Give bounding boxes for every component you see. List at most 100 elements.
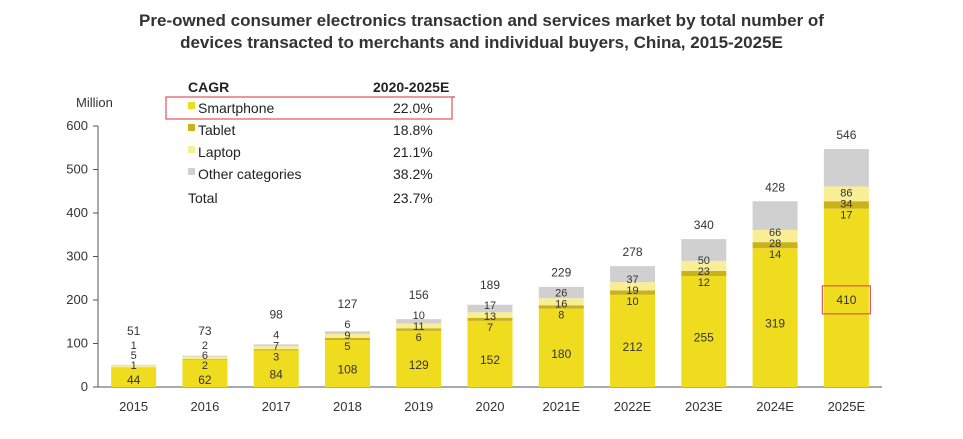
x-tick-label: 2016 [190,399,219,414]
bar-segment-other-categories-2019 [396,319,442,324]
y-tick-label: 100 [66,336,88,351]
bar-segment-laptop-2025e [823,186,869,202]
data-label-laptop: 7 [273,340,279,352]
bar-segment-tablet-2024e [752,242,798,249]
data-label-tablet: 14 [769,249,781,261]
bar-segment-smartphone-2017 [253,350,299,387]
legend-swatch-laptop [188,146,195,153]
bar-segment-tablet-2016 [182,359,228,361]
legend-label-laptop: Laptop [198,144,241,160]
highlight-box-2025e [821,285,871,315]
legend-label-other: Other categories [198,166,302,182]
bar-segment-laptop-2017 [253,346,299,350]
data-label-tablet: 2 [202,360,208,372]
bar-segment-laptop-2022e [610,282,656,291]
data-label-total: 98 [270,307,284,321]
data-label-laptop: 5 [131,350,137,362]
data-label-total: 127 [337,297,357,311]
data-label-tablet: 7 [487,322,493,334]
bar-segment-other-categories-2016 [182,355,228,357]
legend-swatch-tablet [188,124,195,131]
legend-total-cagr: 23.7% [393,190,433,206]
legend-cagr-smartphone: 22.0% [393,100,433,116]
data-label-laptop: 19 [626,285,638,297]
data-label-other: 66 [769,227,781,239]
bars: 4415151622627384374981085961271296111015… [111,128,871,387]
data-label-laptop: 34 [840,199,852,211]
legend-cagr-other: 38.2% [393,166,433,182]
x-tick-label: 2024E [756,399,794,414]
data-label-laptop: 6 [202,350,208,362]
data-label-other-categories: 1 [131,340,137,352]
bar-segment-tablet-2025e [823,201,869,209]
data-label-other: 50 [698,255,710,267]
data-label-other-categories: 2 [202,340,208,352]
data-label-other: 26 [555,288,567,300]
x-tick-label: 2023E [685,399,723,414]
y-tick-label: 400 [66,205,88,220]
data-label-laptop: 9 [344,330,350,342]
data-label-tablet: 17 [840,210,852,222]
data-label-total: 546 [836,128,856,142]
legend-highlight-box [165,96,453,120]
data-label-tablet: 6 [416,332,422,344]
legend-label-smartphone: Smartphone [198,100,274,116]
bar-segment-smartphone-2015 [111,367,157,387]
data-label-other: 17 [484,300,496,312]
bar-segment-laptop-2019 [396,323,442,329]
data-label-tablet: 8 [558,310,564,322]
x-tick-label: 2015 [119,399,148,414]
chart-title: Pre-owned consumer electronics transacti… [0,10,963,54]
data-label-smartphone: 62 [198,373,212,387]
data-label-laptop: 28 [769,238,781,250]
data-label-smartphone: 129 [409,358,429,372]
bar-segment-tablet-2017 [253,349,299,351]
chart-title-line-2: devices transacted to merchants and indi… [180,33,783,52]
data-label-other: 4 [273,329,279,341]
bar-segment-smartphone-2021e [538,308,584,387]
data-label-smartphone: 180 [551,347,571,361]
bar-segment-laptop-2016 [182,356,228,360]
bar-segment-smartphone-2024e [752,248,798,387]
bar-segment-other-categories-2024e [752,201,798,230]
y-tick-label: 600 [66,118,88,133]
bar-segment-smartphone-2020 [467,320,513,387]
data-label-total: 278 [623,245,643,259]
data-label-smartphone: 319 [765,317,785,331]
x-tick-label: 2025E [828,399,866,414]
x-tick-label: 2018 [333,399,362,414]
axes: 0 100 200 300 400 500 600 2015 2016 2017 2018 2019 2… [66,118,882,414]
bar-segment-smartphone-2016 [182,360,228,387]
bar-segment-other-categories-2022e [610,266,656,283]
data-label-smartphone: 212 [623,340,643,354]
bar-segment-other-categories-2017 [253,344,299,347]
bar-segment-smartphone-2019 [396,330,442,387]
data-label-total: 51 [127,324,141,338]
x-tick-label: 2017 [262,399,291,414]
bar-segment-laptop-2023e [681,260,727,271]
legend-swatch-smartphone [188,102,195,109]
chart-title-line-1: Pre-owned consumer electronics transacti… [139,11,824,30]
legend: CAGR 2020-2025E Smartphone 22.0% Tablet … [165,79,455,206]
legend-header-period: 2020-2025E [373,79,449,95]
bar-segment-smartphone-2023e [681,276,727,387]
data-label-other: 86 [840,188,852,200]
bar-segment-tablet-2023e [681,270,727,277]
data-label-smartphone: 410 [836,293,856,307]
data-label-tablet: 12 [698,277,710,289]
y-tick-label: 0 [81,379,88,394]
data-label-smartphone: 84 [270,368,284,382]
bar-segment-tablet-2018 [324,337,370,341]
legend-cagr-laptop: 21.1% [393,144,433,160]
bar-segment-laptop-2015 [111,365,157,368]
data-label-smartphone: 152 [480,353,500,367]
data-label-total: 428 [765,180,785,194]
bar-segment-other-categories-2023e [681,239,727,261]
y-tick-label: 500 [66,162,88,177]
bar-segment-other-categories-2020 [467,304,513,313]
x-tick-label: 2020 [476,399,505,414]
bar-segment-smartphone-2025e [823,208,869,387]
x-tick-label: 2019 [404,399,433,414]
data-label-total: 189 [480,278,500,292]
